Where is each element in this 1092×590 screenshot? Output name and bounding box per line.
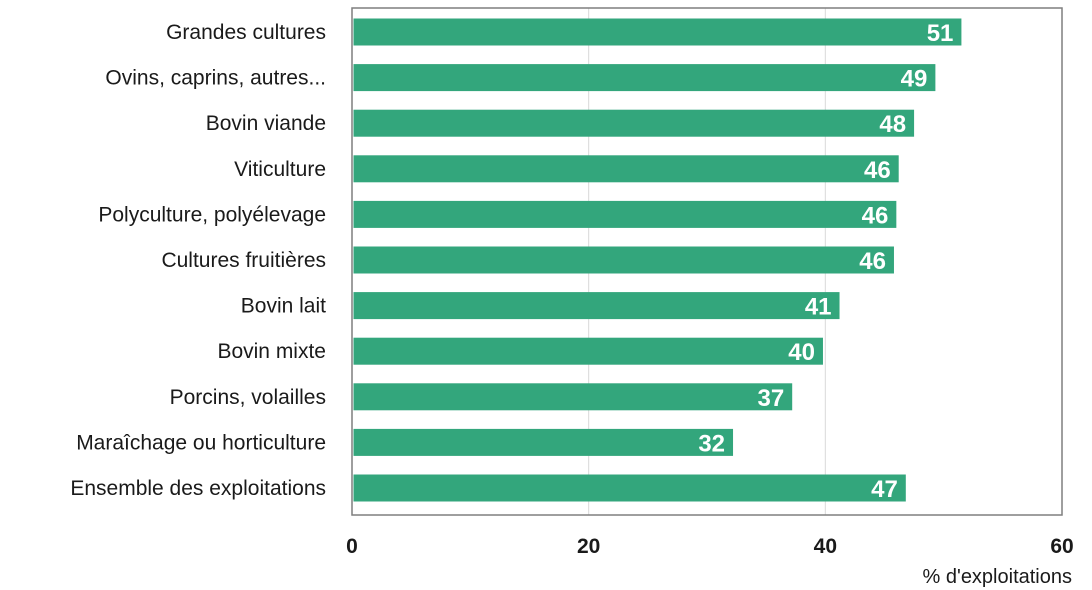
data-label: 47: [871, 476, 898, 503]
data-label: 46: [864, 157, 891, 184]
bar: [353, 64, 936, 92]
category-label: Bovin mixte: [217, 340, 326, 363]
category-label: Cultures fruitières: [161, 249, 326, 272]
data-label: 37: [757, 385, 784, 412]
x-tick-label: 20: [577, 535, 600, 558]
plot-frame: [351, 7, 1063, 516]
x-tick-label: 0: [346, 535, 358, 558]
category-label: Porcins, volailles: [170, 386, 326, 409]
x-axis-title: % d'exploitations: [923, 566, 1072, 588]
bars: [353, 18, 962, 502]
category-label: Bovin lait: [241, 295, 326, 318]
bar: [353, 109, 915, 137]
data-label: 48: [879, 111, 906, 138]
category-label: Ensemble des exploitations: [70, 477, 326, 500]
bar: [353, 18, 962, 46]
category-label: Ovins, caprins, autres...: [105, 67, 326, 90]
x-tick-label: 40: [814, 535, 837, 558]
category-label: Maraîchage ou horticulture: [76, 431, 326, 454]
data-label: 41: [805, 294, 832, 321]
data-label: 46: [859, 248, 886, 275]
x-tick-label: 60: [1050, 535, 1073, 558]
data-label: 46: [862, 202, 889, 229]
bar: [353, 292, 840, 320]
category-labels: Grandes cultures Ovins, caprins, autres..…: [70, 21, 326, 500]
bar: [353, 246, 894, 274]
category-label: Grandes cultures: [166, 21, 326, 44]
category-label: Viticulture: [234, 158, 326, 181]
bar: [353, 383, 793, 411]
data-label: 40: [788, 339, 815, 366]
bar: [353, 200, 897, 228]
bar: [353, 474, 906, 502]
category-label: Polyculture, polyélevage: [98, 203, 326, 226]
x-tick-labels: 0 20 40 60: [346, 535, 1074, 558]
data-label: 51: [927, 20, 954, 47]
data-label: 49: [901, 66, 928, 93]
bar: [353, 428, 734, 456]
bar: [353, 337, 823, 365]
category-label: Bovin viande: [206, 112, 326, 135]
bar: [353, 155, 899, 183]
data-label: 32: [698, 430, 725, 457]
